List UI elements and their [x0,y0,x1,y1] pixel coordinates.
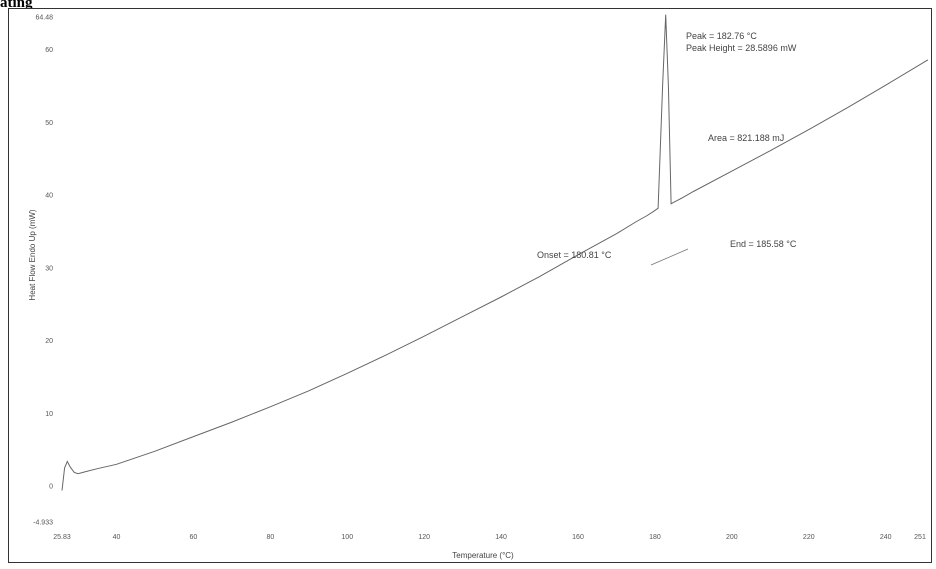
y-tick-label: 40 [45,193,53,200]
annotation-onset: Onset = 180.81 °C [537,250,612,260]
x-tick-label: 40 [113,534,121,541]
x-tick-label: 120 [418,534,430,541]
header-text: ating [0,0,33,11]
annotation-end: End = 185.58 °C [730,239,797,249]
x-axis-ticks: 25.83 40 60 80 100 120 140 160 180 200 220 240 251 [53,534,926,541]
x-tick-label: 200 [726,534,738,541]
x-tick-label: 251 [914,534,926,541]
y-tick-label: 50 [45,120,53,127]
annotation-area: Area = 821.188 mJ [708,133,784,143]
baseline-line [650,248,689,266]
y-axis-ticks: 64.48 60 50 40 30 20 10 0 -4.933 [33,15,53,527]
y-tick-label: 10 [45,411,53,418]
y-axis-label: Heat Flow Endo Up (mW) [28,209,37,300]
x-tick-label: 100 [341,534,353,541]
plot-frame [8,8,932,563]
series-line-heat-flow [61,14,929,491]
annotation-peak-height: Peak Height = 28.5896 mW [686,43,797,53]
y-tick-label: 20 [45,338,53,345]
x-axis-label: Temperature (°C) [452,551,514,560]
x-tick-label: 25.83 [53,534,71,541]
x-tick-label: 140 [495,534,507,541]
x-tick-label: 180 [649,534,661,541]
annotation-peak: Peak = 182.76 °C [686,31,757,41]
y-tick-label: 30 [45,265,53,272]
y-tick-label: 0 [49,484,53,491]
x-tick-label: 60 [190,534,198,541]
x-tick-label: 220 [803,534,815,541]
y-tick-label: 60 [45,47,53,54]
y-tick-label: -4.933 [33,520,53,527]
y-tick-label: 64.48 [35,15,53,22]
x-tick-label: 160 [572,534,584,541]
x-tick-label: 80 [266,534,274,541]
x-tick-label: 240 [880,534,892,541]
